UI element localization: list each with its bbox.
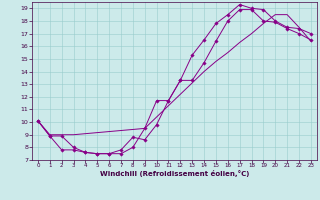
X-axis label: Windchill (Refroidissement éolien,°C): Windchill (Refroidissement éolien,°C) [100, 170, 249, 177]
